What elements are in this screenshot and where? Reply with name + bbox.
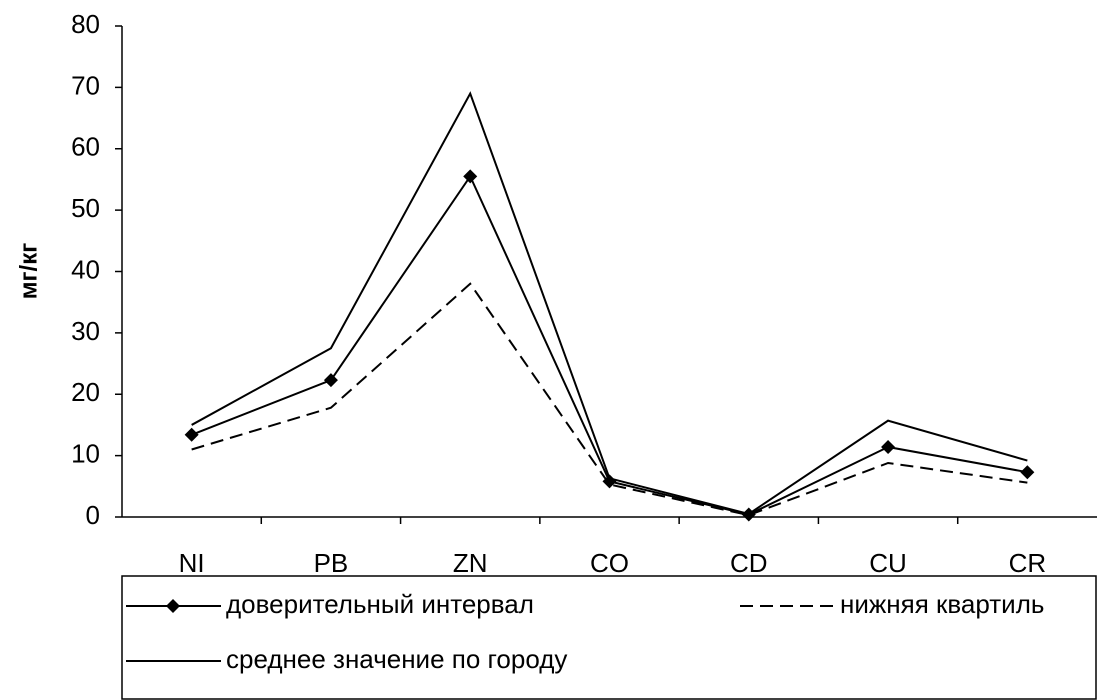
x-tick-label: NI — [179, 548, 205, 578]
y-tick-label: 50 — [71, 193, 100, 223]
series-line — [191, 91, 1028, 516]
y-tick-label: 20 — [71, 377, 100, 407]
x-tick-label: CR — [1009, 548, 1047, 578]
y-tick-label: 70 — [71, 70, 100, 100]
legend-label: нижняя квартиль — [840, 589, 1044, 619]
legend-label: среднее значение по городу — [226, 644, 567, 674]
marker — [184, 427, 199, 442]
y-tick-label: 60 — [71, 132, 100, 162]
marker — [881, 440, 896, 455]
x-tick-label: CO — [590, 548, 629, 578]
y-axis-label: мг/кг — [15, 243, 42, 299]
x-tick-label: CU — [869, 548, 907, 578]
x-tick-label: ZN — [453, 548, 488, 578]
legend-box — [121, 575, 1097, 700]
series-line — [191, 174, 1028, 516]
y-tick-label: 80 — [71, 9, 100, 39]
marker — [1020, 465, 1035, 480]
y-tick-label: 0 — [86, 500, 100, 530]
marker — [463, 169, 478, 184]
y-tick-label: 10 — [71, 439, 100, 469]
legend-label: доверительный интервал — [226, 589, 534, 619]
y-tick-label: 30 — [71, 316, 100, 346]
x-tick-label: PB — [314, 548, 349, 578]
y-tick-label: 40 — [71, 254, 100, 284]
legend-marker — [166, 599, 180, 613]
x-tick-label: CD — [730, 548, 768, 578]
series-line — [191, 282, 1028, 517]
marker — [323, 373, 338, 388]
